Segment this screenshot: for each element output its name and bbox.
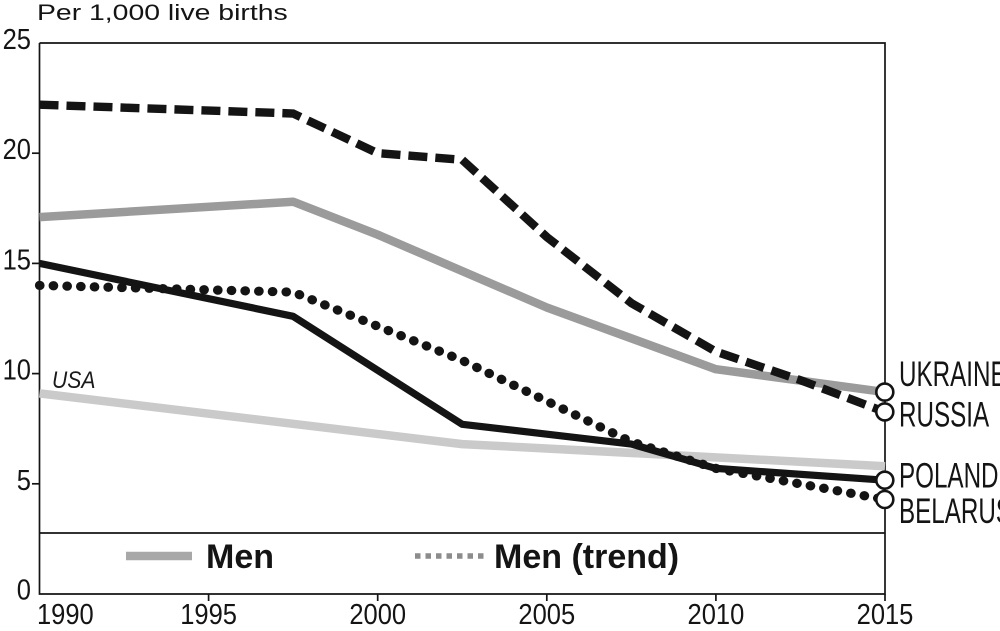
svg-text:2015: 2015: [857, 597, 914, 626]
svg-text:USA: USA: [52, 367, 95, 394]
svg-text:15: 15: [3, 243, 31, 276]
svg-text:2000: 2000: [349, 597, 406, 626]
svg-text:20: 20: [3, 133, 31, 166]
svg-text:1995: 1995: [180, 597, 237, 626]
svg-text:Per 1,000 live births: Per 1,000 live births: [37, 1, 288, 25]
svg-text:RUSSIA: RUSSIA: [899, 396, 989, 434]
svg-text:2010: 2010: [688, 597, 745, 626]
svg-text:BELARUS: BELARUS: [899, 493, 1000, 531]
svg-text:0: 0: [17, 573, 31, 606]
svg-text:2005: 2005: [518, 597, 575, 626]
svg-text:25: 25: [3, 22, 31, 55]
svg-text:Men (trend): Men (trend): [494, 538, 679, 576]
svg-text:1990: 1990: [37, 597, 94, 626]
svg-text:POLAND: POLAND: [899, 457, 999, 495]
svg-text:UKRAINE: UKRAINE: [899, 356, 1000, 394]
svg-text:5: 5: [17, 463, 31, 496]
svg-text:Men: Men: [206, 538, 274, 576]
svg-text:10: 10: [3, 353, 31, 386]
